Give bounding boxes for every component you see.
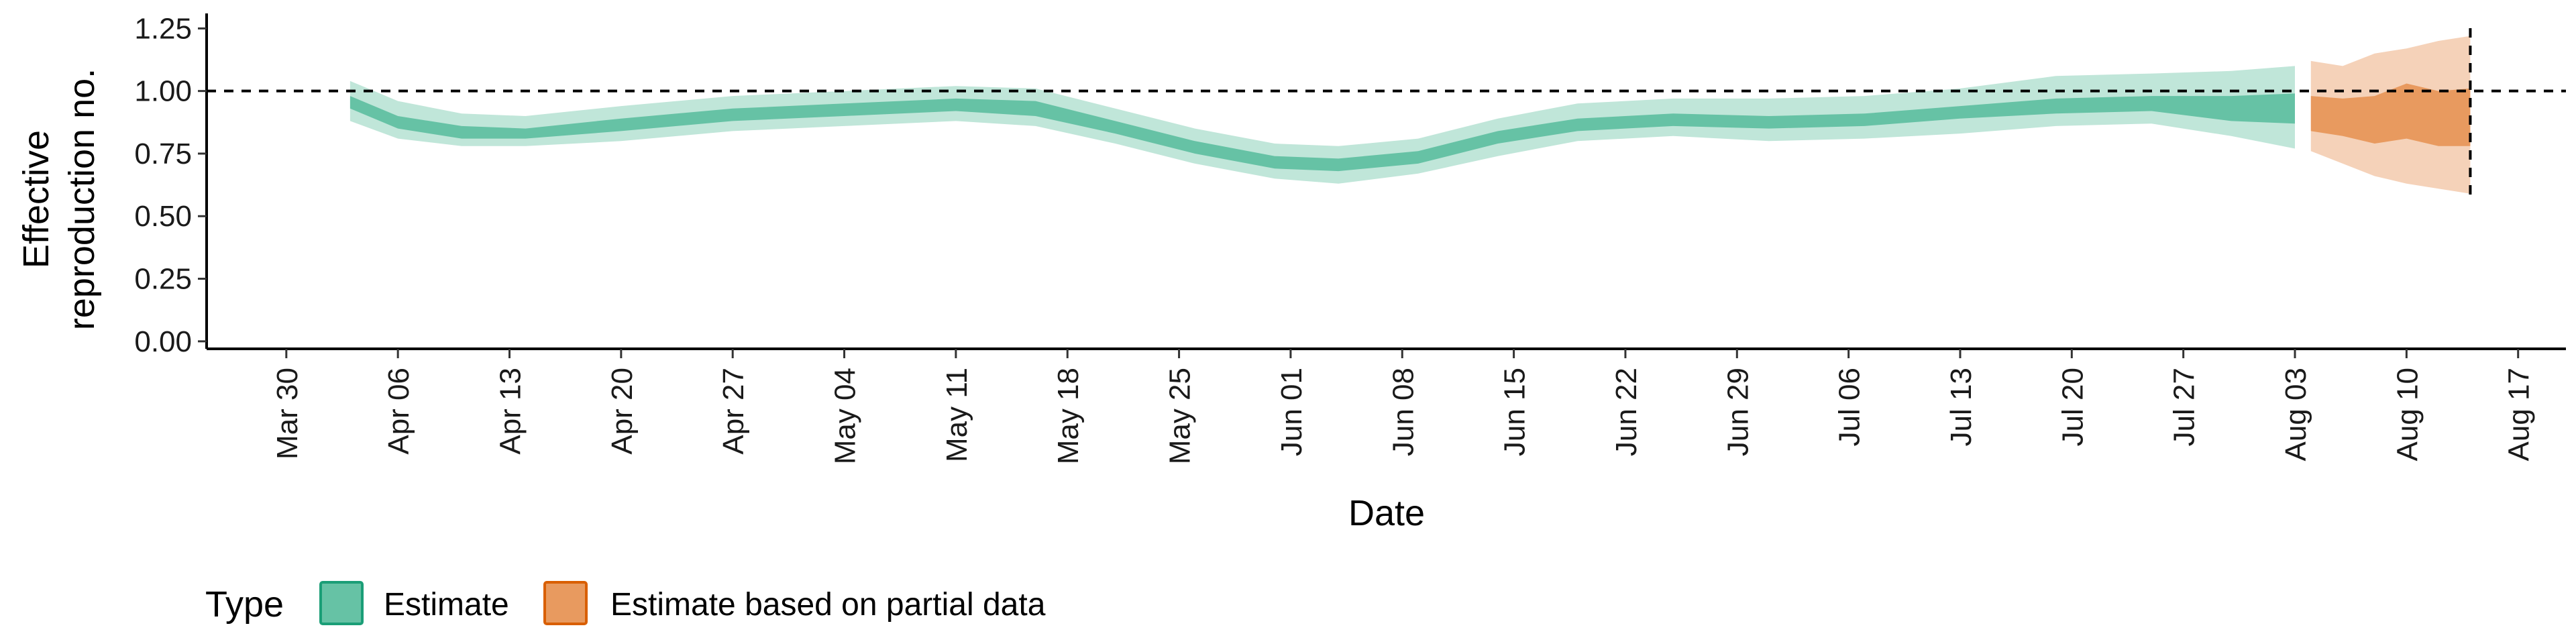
x-tick-label: Jun 29 <box>1721 368 1754 456</box>
legend-key-estimate <box>319 581 364 625</box>
x-tick-label: Apr 20 <box>606 368 639 455</box>
legend-title: Type <box>205 584 284 625</box>
x-tick-label: May 25 <box>1164 368 1197 464</box>
y-tick-label: 0.75 <box>134 138 192 170</box>
y-axis-title-line-2: reproduction no. <box>62 68 102 330</box>
y-tick-label: 0.25 <box>134 263 192 296</box>
x-tick-label: Jun 01 <box>1275 368 1308 456</box>
band-inner-estimate <box>350 93 2296 172</box>
legend-key-partial-data <box>543 581 588 625</box>
x-tick-label: Jul 06 <box>1833 368 1866 446</box>
x-tick-label: Jun 08 <box>1387 368 1419 456</box>
x-tick-label: May 04 <box>829 368 862 464</box>
y-axis-title-line-1: Effective <box>16 130 56 268</box>
y-axis-ticks: 0.00 0.25 0.50 0.75 1.00 1.25 <box>134 12 207 358</box>
x-tick-label: Jul 13 <box>1945 368 1978 446</box>
x-tick-label: Jul 20 <box>2056 368 2089 446</box>
band-inner-partial-data <box>2310 83 2471 146</box>
axes <box>205 13 2566 350</box>
band-outer-estimate <box>350 66 2296 184</box>
x-axis-ticks: Mar 30 Apr 06 Apr 13 Apr 20 Apr 27 May 04 May … <box>271 349 2536 464</box>
x-tick-label: Apr 27 <box>717 368 750 455</box>
x-tick-label: Aug 03 <box>2279 368 2312 461</box>
x-tick-label: Aug 10 <box>2391 368 2424 461</box>
x-tick-label: Apr 13 <box>494 368 527 455</box>
legend: Type Estimate Estimate based on partial … <box>205 581 1046 625</box>
x-tick-label: May 11 <box>941 368 973 462</box>
x-axis-title: Date <box>1348 493 1425 533</box>
y-tick-label: 0.00 <box>134 325 192 358</box>
x-tick-label: May 18 <box>1052 368 1085 464</box>
legend-label-partial-data: Estimate based on partial data <box>610 587 1046 623</box>
y-tick-label: 1.25 <box>134 12 192 45</box>
y-tick-label: 1.00 <box>134 75 192 108</box>
y-tick-label: 0.50 <box>134 200 192 233</box>
legend-label-estimate: Estimate <box>384 587 509 623</box>
x-tick-label: Jun 15 <box>1499 368 1532 456</box>
x-tick-label: Jul 27 <box>2168 368 2201 446</box>
x-tick-label: Aug 17 <box>2503 368 2536 461</box>
confidence-bands <box>350 36 2471 194</box>
x-tick-label: Apr 06 <box>382 368 415 455</box>
x-tick-label: Mar 30 <box>271 368 304 460</box>
x-tick-label: Jun 22 <box>1610 368 1643 456</box>
